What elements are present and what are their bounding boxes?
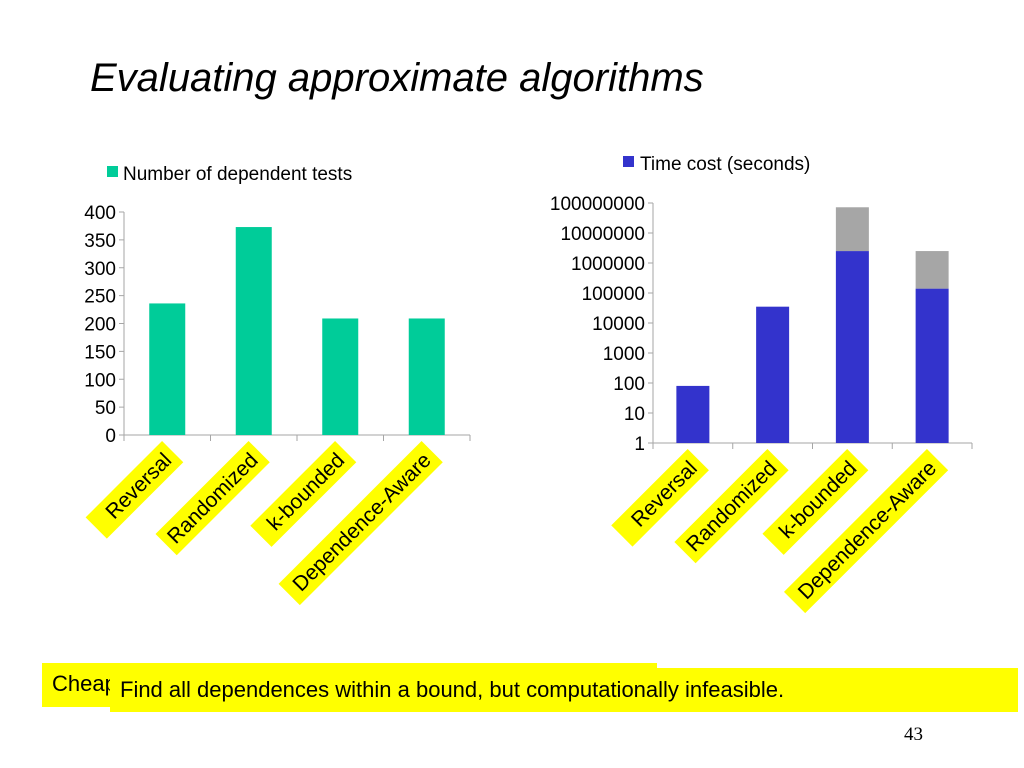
y-tick-label: 100000000 xyxy=(550,194,645,215)
y-tick-label: 100 xyxy=(613,374,645,395)
y-tick-label: 10000000 xyxy=(560,224,645,245)
x-label-box xyxy=(674,448,789,564)
y-tick-label: 1000 xyxy=(603,344,645,365)
x-label-box xyxy=(762,448,869,555)
y-tick-label: 400 xyxy=(84,203,116,224)
y-tick-label: 10 xyxy=(624,404,645,425)
x-tick-label: Dependence-Aware xyxy=(794,457,941,604)
right-chart: Time cost (seconds) 100000000 10000000 100… xyxy=(550,154,973,614)
x-tick-label: Reversal xyxy=(101,449,176,524)
right-legend-swatch xyxy=(623,156,634,167)
bar-k-bounded-overlay xyxy=(835,207,869,252)
y-tick-label: 0 xyxy=(105,426,116,447)
right-x-labels: ReversalRandomizedk-boundedDependence-Aw… xyxy=(611,448,949,614)
left-legend-swatch xyxy=(107,166,118,177)
y-tick-label: 200 xyxy=(84,315,116,336)
x-label-box xyxy=(250,440,357,547)
y-tick-label: 350 xyxy=(84,231,116,252)
x-label-dependence-aware: Dependence-Aware xyxy=(278,440,443,606)
x-label-box xyxy=(278,440,443,606)
bar-reversal xyxy=(149,303,186,435)
x-tick-label: k-bounded xyxy=(263,449,349,535)
y-tick-label: 1000000 xyxy=(571,254,645,275)
callout-infeasible: Find all dependences within a bound, but… xyxy=(110,668,1018,712)
page-number: 43 xyxy=(904,724,923,745)
x-tick-label: Reversal xyxy=(627,457,702,532)
y-tick-label: 10000 xyxy=(592,314,645,335)
y-tick-label: 50 xyxy=(95,398,116,419)
x-label-box xyxy=(611,448,709,547)
bar-k-bounded xyxy=(322,318,359,435)
x-label-box xyxy=(155,440,270,556)
y-tick-label: 100 xyxy=(84,370,116,391)
left-y-axis: 400 350 300 250 200 150 100 50 0 xyxy=(84,203,471,447)
bar-dependence-aware xyxy=(915,288,949,443)
left-legend-label: Number of dependent tests xyxy=(123,164,352,185)
y-tick-label: 100000 xyxy=(582,284,645,305)
x-label-dependence-aware: Dependence-Aware xyxy=(783,448,949,614)
right-bars xyxy=(676,207,949,443)
bar-randomized xyxy=(235,227,272,435)
bar-reversal xyxy=(676,385,710,443)
left-chart: Number of dependent tests 400 350 300 250 20… xyxy=(84,164,471,606)
y-tick-label: 1 xyxy=(634,434,645,455)
bar-k-bounded xyxy=(835,251,869,443)
x-label-box xyxy=(783,448,949,614)
slide-title: Evaluating approximate algorithms xyxy=(90,56,704,100)
right-legend-label: Time cost (seconds) xyxy=(640,154,810,175)
y-tick-label: 300 xyxy=(84,259,116,280)
y-tick-label: 250 xyxy=(84,287,116,308)
y-tick-label: 150 xyxy=(84,342,116,363)
bar-randomized xyxy=(756,306,790,443)
bar-dependence-aware-overlay xyxy=(915,251,949,289)
bar-dependence-aware xyxy=(408,318,445,435)
x-label-box xyxy=(85,440,184,539)
left-bars xyxy=(149,227,445,435)
